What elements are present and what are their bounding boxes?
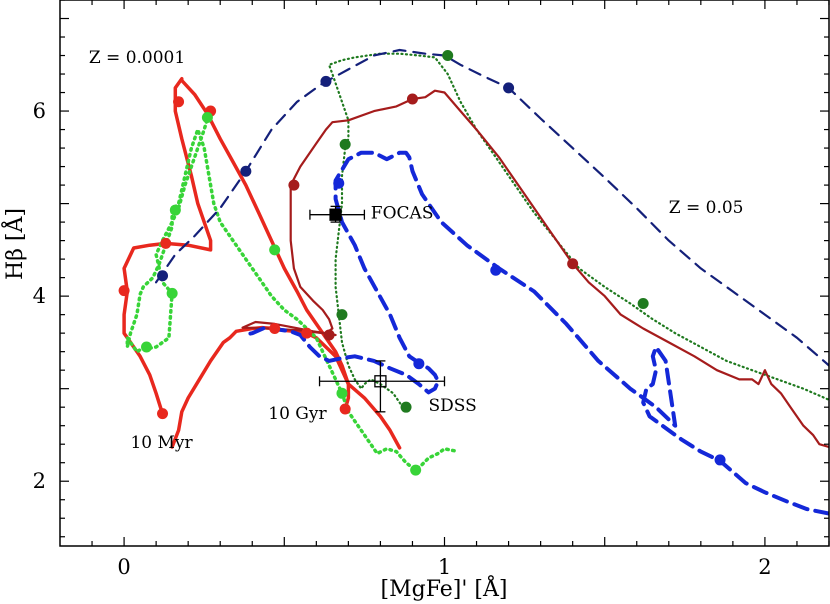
observation-0 bbox=[329, 208, 342, 221]
annotation-4: FOCAS bbox=[371, 203, 434, 223]
plot-frame bbox=[59, 0, 830, 547]
series-marker-0-6 bbox=[301, 327, 313, 339]
series-marker-3-2 bbox=[567, 258, 579, 270]
y-tick-label-1: 4 bbox=[33, 284, 46, 308]
annotation-0: Z = 0.0001 bbox=[89, 48, 185, 68]
x-tick-label-2: 2 bbox=[758, 555, 771, 579]
series-marker-3-3 bbox=[323, 329, 335, 341]
series-marker-5-0 bbox=[157, 270, 169, 282]
annotation-2: 10 Myr bbox=[130, 433, 193, 453]
series-marker-1-4 bbox=[169, 204, 181, 216]
series-marker-1-3 bbox=[166, 287, 178, 299]
series-marker-5-1 bbox=[240, 165, 252, 177]
series-marker-4-2 bbox=[413, 358, 425, 370]
series-marker-4-1 bbox=[490, 264, 502, 276]
series-marker-5-2 bbox=[320, 75, 332, 87]
observation-1 bbox=[374, 375, 387, 388]
series-marker-0-3 bbox=[173, 96, 185, 108]
series-marker-2-1 bbox=[336, 309, 348, 321]
annotation-1: Z = 0.05 bbox=[669, 198, 744, 218]
plot-clip-group: Z = 0.0001 Z = 0.05 10 Myr 10 Gyr FOCAS SDSS bbox=[89, 48, 829, 516]
series-line-1 bbox=[122, 76, 351, 416]
plot-area: Z = 0.0001 Z = 0.05 10 Myr 10 Gyr FOCAS SDSS bbox=[89, 48, 829, 516]
series-marker-2-2 bbox=[339, 138, 351, 150]
series-line-4 bbox=[241, 89, 829, 449]
annotation-5: SDSS bbox=[428, 396, 476, 416]
series-line-0 bbox=[170, 325, 402, 450]
series-marker-2-0 bbox=[400, 401, 412, 413]
series-marker-1-0 bbox=[410, 464, 422, 476]
annotation-3: 10 Gyr bbox=[268, 404, 327, 424]
x-tick-label-0: 0 bbox=[117, 555, 130, 579]
y-axis-label: Hβ [Å] bbox=[0, 208, 28, 280]
series-marker-3-0 bbox=[288, 179, 300, 191]
series-marker-1-6 bbox=[269, 244, 281, 256]
series-marker-0-5 bbox=[269, 323, 281, 335]
series-line-5 bbox=[240, 150, 829, 516]
x-axis-label: [MgFe]' [Å] bbox=[381, 574, 508, 602]
series-marker-3-1 bbox=[406, 93, 418, 105]
series-marker-5-3 bbox=[503, 82, 515, 94]
series-marker-0-2 bbox=[160, 237, 172, 249]
series-marker-0-7 bbox=[339, 403, 351, 415]
y-tick-label-2: 6 bbox=[33, 99, 46, 123]
series-marker-4-0 bbox=[333, 177, 345, 189]
series-marker-2-3 bbox=[442, 50, 454, 62]
series-marker-0-0 bbox=[157, 408, 169, 420]
series-line-3 bbox=[328, 52, 829, 409]
series-marker-0-1 bbox=[118, 285, 130, 297]
series-marker-2-4 bbox=[637, 298, 649, 310]
axes: 0 1 2 2 4 6 bbox=[33, 0, 830, 579]
series-marker-1-2 bbox=[141, 341, 153, 353]
series-marker-1-5 bbox=[201, 112, 213, 124]
x-tick-label-1: 1 bbox=[438, 555, 451, 579]
series-marker-1-1 bbox=[336, 387, 348, 399]
series-marker-4-3 bbox=[714, 454, 726, 466]
y-tick-label-0: 2 bbox=[33, 469, 46, 493]
